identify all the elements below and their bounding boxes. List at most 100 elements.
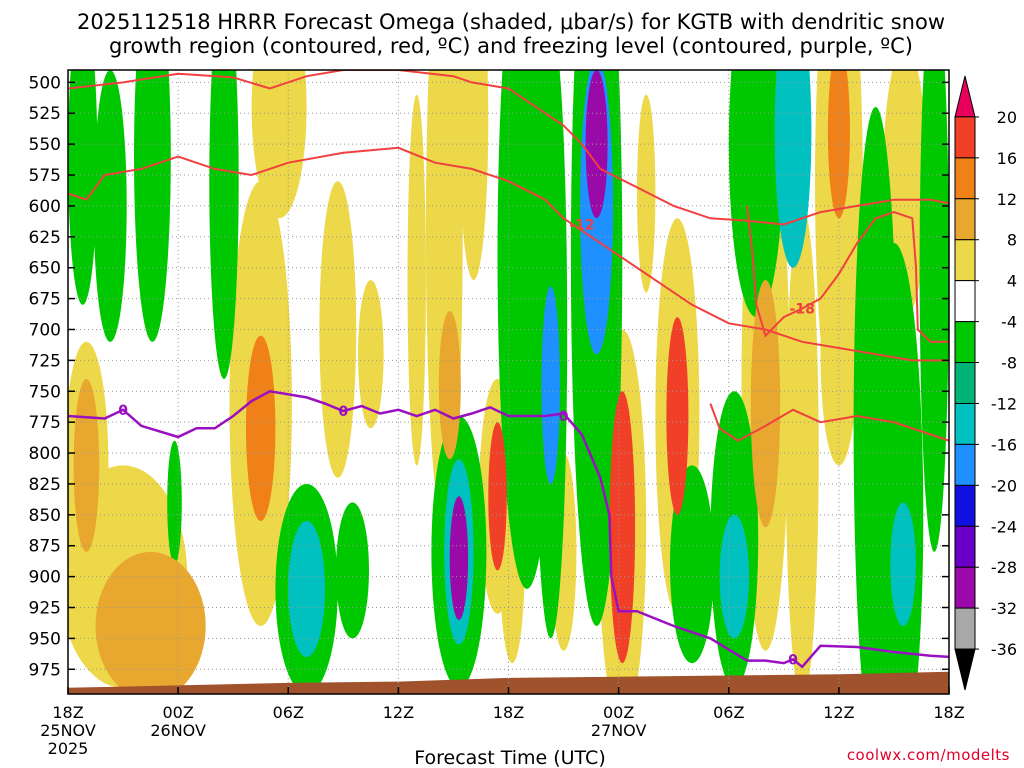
xtick-date-5: 27NOV <box>591 721 647 740</box>
ytick-label-4: 600 <box>29 197 61 217</box>
colorbar-label-6: -8 <box>1001 354 1017 373</box>
ytick-label-2: 550 <box>29 135 61 155</box>
colorbar-label-10: -24 <box>991 517 1017 536</box>
colorbar-swatch-5 <box>954 280 976 323</box>
freezing-level-label-2: 0 <box>559 409 569 425</box>
colorbar-label-3: 8 <box>1007 231 1017 250</box>
omega-cell-44 <box>827 70 850 219</box>
ytick-label-12: 800 <box>29 444 61 464</box>
omega-cell-43 <box>288 521 325 657</box>
omega-cell-48 <box>488 422 507 571</box>
freezing-level-label-1: 0 <box>338 404 348 420</box>
colorbar-label-1: 16 <box>997 149 1017 168</box>
omega-cell-20 <box>93 70 127 342</box>
colorbar-swatch-9 <box>954 443 976 486</box>
omega-cell-38 <box>95 551 206 694</box>
colorbar-swatch-13 <box>954 607 976 650</box>
gridlines <box>68 70 949 694</box>
colorbar-swatch-14 <box>954 648 976 691</box>
colorbar-label-0: 20 <box>997 108 1017 127</box>
colorbar-swatch-0 <box>954 75 976 118</box>
dgz-contour-label-2: -18 <box>790 301 815 317</box>
colorbar-label-4: 4 <box>1007 272 1017 291</box>
colorbar-swatch-6 <box>954 321 976 364</box>
y-axis-ticks: 500 525 550 575 600 625 650 675 700 725 750 775 800 8… <box>29 73 949 680</box>
ytick-label-15: 875 <box>29 537 61 557</box>
ytick-label-10: 750 <box>29 382 61 402</box>
xtick-date-0: 25NOV <box>40 721 96 740</box>
ytick-label-19: 975 <box>29 660 61 680</box>
omega-cell-49 <box>541 286 560 484</box>
colorbar-swatch-12 <box>954 566 976 609</box>
freezing-level-label-3: 0 <box>788 652 798 668</box>
ytick-label-14: 850 <box>29 506 61 526</box>
ytick-label-11: 775 <box>29 413 61 433</box>
colorbar-label-5: -4 <box>1001 313 1017 332</box>
colorbar-label-13: -36 <box>991 640 1017 659</box>
xtick-label-4: 18Z <box>493 703 524 722</box>
ytick-label-5: 625 <box>29 228 61 248</box>
contours-layer: -12 -18 0 0 0 0 <box>68 70 949 669</box>
omega-cell-8 <box>458 70 489 280</box>
colorbar-label-2: 12 <box>997 190 1017 209</box>
omega-cell-6 <box>407 94 426 466</box>
xtick-label-6: 06Z <box>713 703 744 722</box>
ytick-label-7: 675 <box>29 290 61 310</box>
ytick-label-8: 700 <box>29 320 61 340</box>
colorbar-swatch-1 <box>954 116 976 159</box>
xtick-year-0: 2025 <box>48 739 89 758</box>
ytick-label-1: 525 <box>29 104 61 124</box>
ytick-label-6: 650 <box>29 259 61 279</box>
xtick-label-3: 12Z <box>383 703 414 722</box>
ytick-label-3: 575 <box>29 166 61 186</box>
x-axis-label: Forecast Time (UTC) <box>414 747 605 768</box>
xtick-label-5: 00Z <box>603 703 634 722</box>
colorbar-label-8: -16 <box>991 435 1017 454</box>
colorbar-label-12: -32 <box>991 599 1017 618</box>
dgz-contour-1 <box>68 146 949 362</box>
colorbar-swatch-11 <box>954 525 976 568</box>
xtick-label-7: 12Z <box>823 703 854 722</box>
omega-cell-40 <box>750 280 781 528</box>
omega-cell-39 <box>438 311 461 460</box>
xtick-label-8: 18Z <box>933 703 964 722</box>
xtick-label-2: 06Z <box>273 703 304 722</box>
omega-cell-46 <box>719 514 749 639</box>
freezing-level-contour <box>68 389 949 669</box>
omega-cell-13 <box>637 94 656 293</box>
colorbar-label-11: -28 <box>991 558 1017 577</box>
omega-cell-23 <box>68 70 98 305</box>
colorbar-label-9: -20 <box>991 476 1017 495</box>
omega-cell-50 <box>609 391 636 664</box>
chart-title-line1: 2025112518 HRRR Forecast Omega (shaded, … <box>77 10 945 34</box>
omega-cell-4 <box>319 181 357 478</box>
ytick-label-9: 725 <box>29 351 61 371</box>
ytick-label-13: 825 <box>29 475 61 495</box>
omega-cell-3 <box>251 70 307 219</box>
colorbar-swatch-3 <box>954 198 976 241</box>
xtick-label-0: 18Z <box>52 703 83 722</box>
colorbar: 20 16 12 8 4 -4 -8 -12 -16 -20 -24 -28 -32 -36 <box>954 75 1017 691</box>
omega-cell-36 <box>919 70 949 552</box>
colorbar-swatch-2 <box>954 157 976 200</box>
freezing-level-label-0: 0 <box>118 403 128 419</box>
chart-title-line2: growth region (contoured, red, ºC) and f… <box>109 34 913 58</box>
omega-cell-54 <box>449 496 469 620</box>
xtick-label-1: 00Z <box>162 703 193 722</box>
ytick-label-0: 500 <box>29 73 61 93</box>
omega-cell-33 <box>728 70 784 318</box>
ytick-label-18: 950 <box>29 629 61 649</box>
omega-cell-22 <box>336 502 369 639</box>
omega-cell-25 <box>167 440 182 565</box>
dgz-contour-3 <box>709 403 949 442</box>
omega-cell-47 <box>890 502 916 627</box>
colorbar-swatch-4 <box>954 239 976 282</box>
colorbar-swatch-7 <box>954 362 976 404</box>
omega-cell-21 <box>209 70 239 379</box>
colorbar-swatch-8 <box>954 402 976 445</box>
colorbar-label-7: -12 <box>991 394 1017 413</box>
omega-cell-16 <box>785 205 819 694</box>
colorbar-swatch-10 <box>954 484 976 527</box>
